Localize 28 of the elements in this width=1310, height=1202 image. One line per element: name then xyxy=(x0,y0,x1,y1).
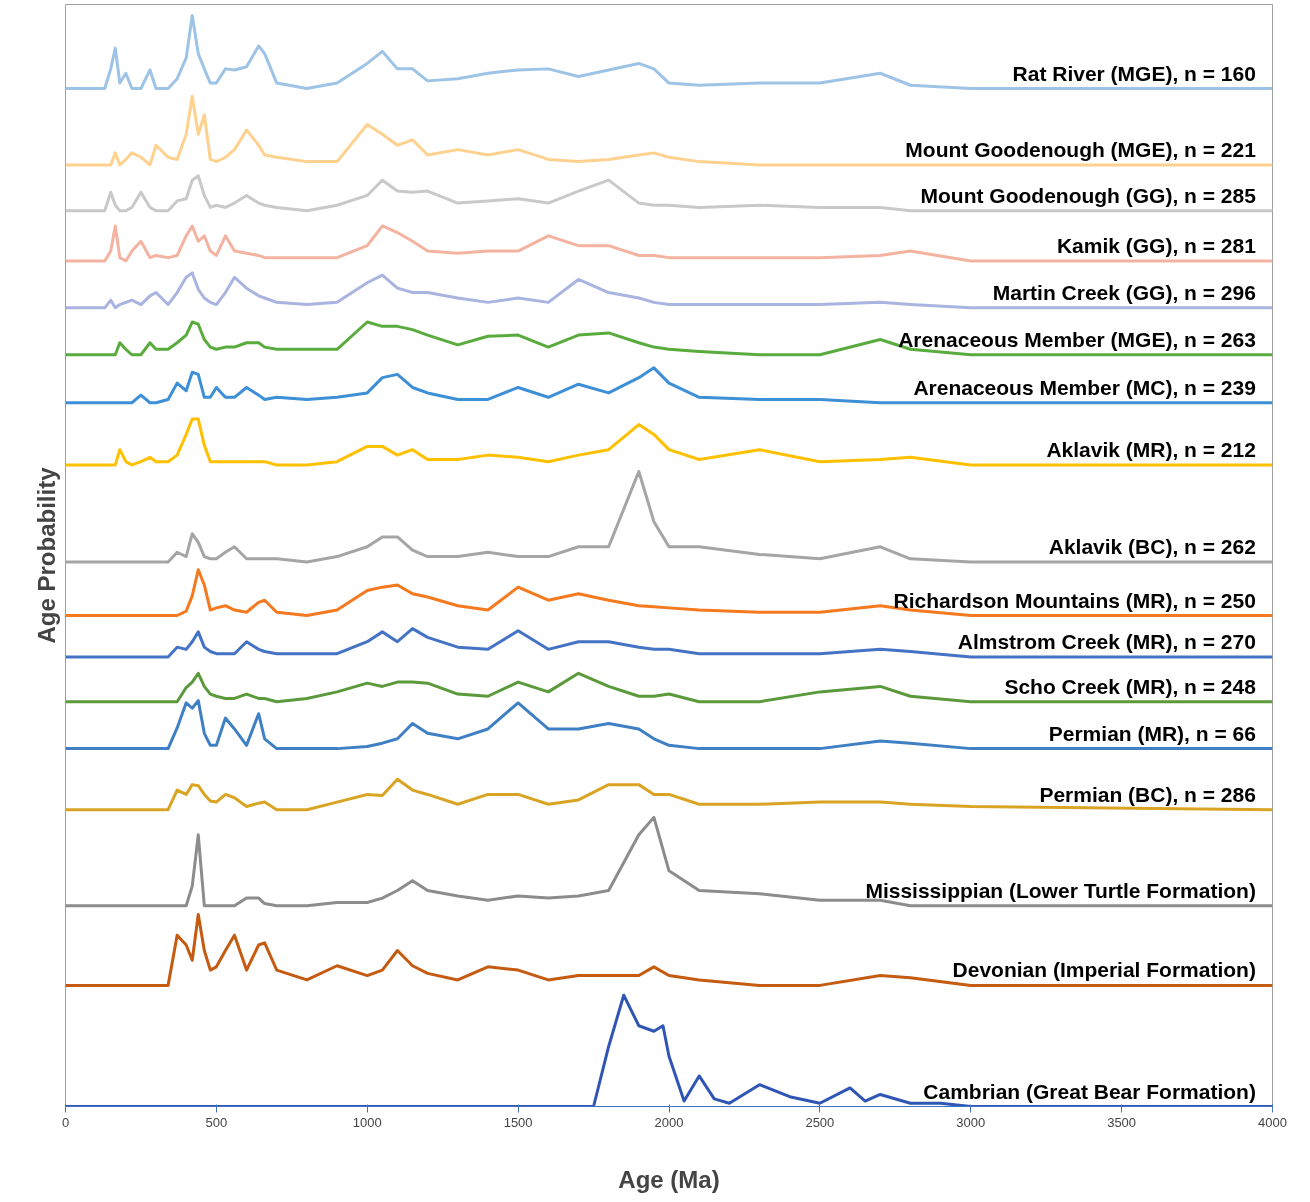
x-tick-label: 3000 xyxy=(956,1114,986,1130)
series-label: Rat River (MGE), n = 160 xyxy=(1012,61,1256,85)
x-axis-title: Age (Ma) xyxy=(618,1165,720,1193)
x-tick-label: 2000 xyxy=(654,1114,684,1130)
y-axis-title: Age Probability xyxy=(32,466,60,644)
x-tick-label: 0 xyxy=(61,1114,70,1130)
series-label: Almstrom Creek (MR), n = 270 xyxy=(957,629,1256,653)
x-tick-label: 3500 xyxy=(1107,1114,1137,1130)
series-label: Aklavik (BC), n = 262 xyxy=(1048,535,1256,559)
series-label: Permian (BC), n = 286 xyxy=(1039,782,1256,806)
series-label: Arenaceous Member (MGE), n = 263 xyxy=(898,327,1256,351)
series-label: Devonian (Imperial Formation) xyxy=(952,958,1256,982)
x-tick-label: 1000 xyxy=(352,1114,382,1130)
series-label: Mississippian (Lower Turtle Formation) xyxy=(865,878,1256,902)
series-label: Martin Creek (GG), n = 296 xyxy=(992,280,1256,304)
series-label: Richardson Mountains (MR), n = 250 xyxy=(893,588,1256,612)
series-label: Aklavik (MR), n = 212 xyxy=(1046,437,1256,461)
x-tick-label: 2500 xyxy=(805,1114,835,1130)
series-label: Scho Creek (MR), n = 248 xyxy=(1004,674,1257,698)
series-label: Kamik (GG), n = 281 xyxy=(1056,233,1257,257)
series-label: Arenaceous Member (MC), n = 239 xyxy=(913,375,1256,399)
series-label: Mount Goodenough (GG), n = 285 xyxy=(920,183,1257,207)
x-tick-label: 4000 xyxy=(1258,1114,1287,1130)
series-label: Cambrian (Great Bear Formation) xyxy=(923,1079,1256,1103)
series-label: Mount Goodenough (MGE), n = 221 xyxy=(905,137,1257,161)
series-label: Permian (MR), n = 66 xyxy=(1048,721,1256,745)
x-tick-label: 500 xyxy=(205,1114,228,1130)
x-tick-label: 1500 xyxy=(503,1114,533,1130)
